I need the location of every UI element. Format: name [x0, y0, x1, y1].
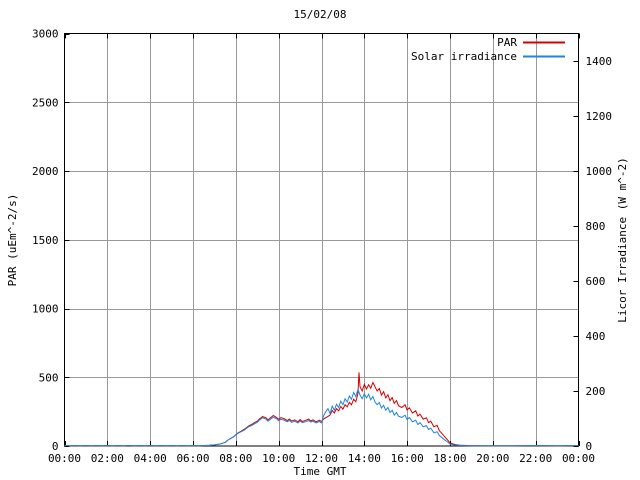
y2-axis-tick-label: 1200 [586, 110, 613, 123]
x-axis-tick-label: 00:00 [562, 452, 595, 465]
x-axis-tick-label: 08:00 [219, 452, 252, 465]
y2-axis-tick-label: 0 [586, 440, 593, 453]
y-axis-tick-label: 2000 [32, 165, 59, 178]
x-axis-tick-label: 14:00 [348, 452, 381, 465]
y-axis-tick-label: 1000 [32, 303, 59, 316]
data-series-group [64, 372, 579, 447]
x-axis-tick-label: 20:00 [476, 452, 509, 465]
x-axis-tick-label: 12:00 [305, 452, 338, 465]
y-axis-tick-label: 1500 [32, 234, 59, 247]
y2-axis-tick-label: 1000 [586, 165, 613, 178]
y2-axis-tick-labels: 0 200 400 600 800 1000 1200 1400 [586, 55, 613, 453]
y2-axis-tick-label: 1400 [586, 55, 613, 68]
x-axis-tick-labels: 00:00 02:00 04:00 06:00 08:00 10:00 12:00 14:00… [48, 452, 595, 465]
gridlines [64, 33, 579, 446]
y-axis-title: PAR (uEm^-2/s) [6, 194, 19, 287]
x-axis-tick-label: 18:00 [433, 452, 466, 465]
y2-axis-tick-label: 200 [586, 385, 606, 398]
y-axis-tick-label: 0 [52, 440, 59, 453]
chart-title: 15/02/08 [294, 8, 347, 21]
x-axis-tick-label: 10:00 [262, 452, 295, 465]
x-axis-tick-label: 04:00 [134, 452, 167, 465]
plot-frame [64, 33, 579, 447]
y-axis-tick-labels: 0 500 1000 1500 2000 2500 3000 [32, 28, 59, 454]
x-axis-tick-label: 06:00 [176, 452, 209, 465]
y2-axis-tick-label: 400 [586, 330, 606, 343]
axis-tickmarks [64, 33, 580, 447]
x-axis-tick-label: 00:00 [48, 452, 81, 465]
series-line-solar-irradiance [64, 388, 579, 447]
x-axis-tick-label: 02:00 [91, 452, 124, 465]
x-axis-tick-label: 16:00 [391, 452, 424, 465]
y2-axis-tick-label: 800 [586, 220, 606, 233]
y-axis-tick-label: 2500 [32, 96, 59, 109]
y-axis-tick-label: 3000 [32, 28, 59, 41]
y2-axis-tick-label: 600 [586, 275, 606, 288]
legend-label-solar-irradiance: Solar irradiance [411, 50, 517, 63]
x-axis-tick-label: 22:00 [519, 452, 552, 465]
y2-axis-title: Licor Irradiance (W m^-2) [616, 157, 629, 323]
x-axis-title: Time GMT [294, 465, 347, 478]
y-axis-tick-label: 500 [39, 371, 59, 384]
legend-label-par: PAR [497, 36, 517, 49]
